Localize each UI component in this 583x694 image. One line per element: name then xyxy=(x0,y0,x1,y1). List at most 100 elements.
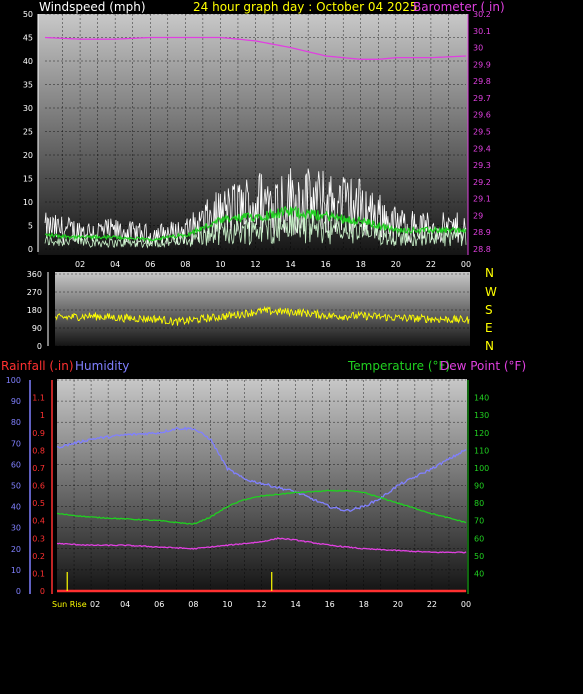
rainfall-tick-label: 0.9 xyxy=(32,429,45,438)
windspeed-tick-label: 30 xyxy=(23,104,33,113)
windspeed-tick-label: 45 xyxy=(23,34,33,43)
rainfall-tick-label: 0.1 xyxy=(32,569,45,578)
direction-tick-label: 0 xyxy=(37,342,42,351)
direction-letter-e: E xyxy=(485,321,493,335)
lower-x-tick-label: 16 xyxy=(325,600,335,609)
temperature-tick-label: 80 xyxy=(474,499,484,508)
humidity-tick-label: 50 xyxy=(11,482,21,491)
barometer-tick-label: 29.1 xyxy=(473,195,491,204)
barometer-tick-label: 29.5 xyxy=(473,128,491,137)
lower-x-tick-label: 14 xyxy=(290,600,300,609)
humidity-tick-label: 20 xyxy=(11,545,21,554)
humidity-tick-label: 60 xyxy=(11,460,21,469)
windspeed-tick-label: 15 xyxy=(23,175,33,184)
direction-tick-label: 180 xyxy=(27,306,42,315)
barometer-tick-label: 29.2 xyxy=(473,178,491,187)
windspeed-tick-label: 50 xyxy=(23,10,33,19)
barometer-tick-label: 30 xyxy=(473,44,483,53)
direction-letter-n-bottom: N xyxy=(485,339,494,353)
humidity-tick-label: 70 xyxy=(11,439,21,448)
wind-x-tick-label: 02 xyxy=(75,260,85,269)
lower-x-tick-label: 18 xyxy=(359,600,369,609)
wind-direction-line xyxy=(54,305,470,327)
rainfall-tick-label: 0.6 xyxy=(32,482,45,491)
dewpoint-line xyxy=(56,537,467,554)
temperature-axis-title: Temperature (°F) xyxy=(347,359,450,373)
barometer-tick-label: 29.9 xyxy=(473,60,491,69)
wind-barometer-panel: 0 5 10 15 20 25 30 35 40 45 50 28.8 28.9 29 29.1 29.2 29… xyxy=(23,10,491,269)
dewpoint-axis-title: Dew Point (°F) xyxy=(440,359,526,373)
temperature-tick-label: 120 xyxy=(474,429,489,438)
rainfall-tick-label: 0.3 xyxy=(32,534,45,543)
rain-humidity-temperature-panel: 010203040506070809010000.10.20.30.40.50.… xyxy=(6,376,490,609)
barometer-axis-title: Barometer ( in) xyxy=(413,0,505,14)
lower-x-tick-label: 06 xyxy=(154,600,164,609)
temperature-line xyxy=(57,489,467,525)
rainfall-tick-label: 1 xyxy=(40,411,45,420)
direction-tick-label: 90 xyxy=(32,324,42,333)
barometer-tick-label: 29.7 xyxy=(473,94,491,103)
barometer-tick-label: 28.9 xyxy=(473,228,491,237)
barometer-tick-label: 30.1 xyxy=(473,27,491,36)
wind-panel-background xyxy=(38,14,468,255)
temperature-tick-label: 110 xyxy=(474,446,489,455)
lower-x-tick-label: 00 xyxy=(461,600,471,609)
wind-x-tick-label: 16 xyxy=(321,260,331,269)
lower-x-tick-label: 04 xyxy=(120,600,130,609)
rainfall-tick-label: 0.7 xyxy=(32,464,45,473)
barometer-line xyxy=(44,36,467,60)
lower-x-tick-label: 20 xyxy=(393,600,403,609)
lower-x-tick-label: 22 xyxy=(427,600,437,609)
wind-x-tick-label: 00 xyxy=(461,260,471,269)
humidity-tick-label: 40 xyxy=(11,503,21,512)
humidity-tick-label: 100 xyxy=(6,376,21,385)
barometer-tick-label: 30.2 xyxy=(473,10,491,19)
direction-letters: N W S E N xyxy=(485,266,497,353)
lower-x-tick-label: 12 xyxy=(256,600,266,609)
wind-x-tick-label: 20 xyxy=(391,260,401,269)
wind-x-tick-label: 14 xyxy=(285,260,295,269)
barometer-tick-label: 29.4 xyxy=(473,144,491,153)
barometer-tick-label: 29.6 xyxy=(473,111,491,120)
chart-title: 24 hour graph day : October 04 2025 xyxy=(193,0,418,14)
wind-x-tick-label: 06 xyxy=(145,260,155,269)
windspeed-tick-label: 0 xyxy=(28,245,33,254)
humidity-tick-label: 30 xyxy=(11,524,21,533)
wind-x-tick-label: 04 xyxy=(110,260,120,269)
rainfall-tick-label: 0.4 xyxy=(32,517,45,526)
windspeed-tick-label: 40 xyxy=(23,57,33,66)
humidity-tick-label: 80 xyxy=(11,418,21,427)
wind-x-tick-label: 10 xyxy=(215,260,225,269)
temperature-tick-label: 100 xyxy=(474,464,489,473)
direction-letter-n-top: N xyxy=(485,266,494,280)
rainfall-tick-label: 1.1 xyxy=(32,394,45,403)
humidity-axis-title: Humidity xyxy=(75,359,129,373)
wind-direction-panel: 0 90 180 270 360 xyxy=(27,270,470,351)
wind-trend-line xyxy=(44,205,467,242)
humidity-line xyxy=(56,426,467,512)
wind-x-tick-label: 08 xyxy=(180,260,190,269)
windspeed-tick-label: 35 xyxy=(23,81,33,90)
windspeed-tick-label: 5 xyxy=(28,222,33,231)
lower-x-tick-label: 10 xyxy=(222,600,232,609)
direction-letter-w: W xyxy=(485,285,497,299)
temperature-tick-label: 40 xyxy=(474,569,484,578)
windspeed-tick-label: 25 xyxy=(23,128,33,137)
direction-tick-label: 360 xyxy=(27,270,42,279)
barometer-tick-label: 29 xyxy=(473,211,483,220)
temperature-tick-label: 60 xyxy=(474,534,484,543)
windspeed-tick-label: 10 xyxy=(23,198,33,207)
lower-x-tick-label: 08 xyxy=(188,600,198,609)
rainfall-tick-label: 0.5 xyxy=(32,499,45,508)
wind-x-tick-label: 18 xyxy=(356,260,366,269)
humidity-tick-label: 10 xyxy=(11,566,21,575)
windspeed-axis-title: Windspeed (mph) xyxy=(39,0,146,14)
barometer-tick-label: 28.8 xyxy=(473,245,491,254)
direction-tick-label: 270 xyxy=(27,288,42,297)
temperature-tick-label: 70 xyxy=(474,517,484,526)
temperature-tick-label: 50 xyxy=(474,552,484,561)
rainfall-axis-title: Rainfall (.in) xyxy=(1,359,74,373)
windspeed-tick-label: 20 xyxy=(23,151,33,160)
